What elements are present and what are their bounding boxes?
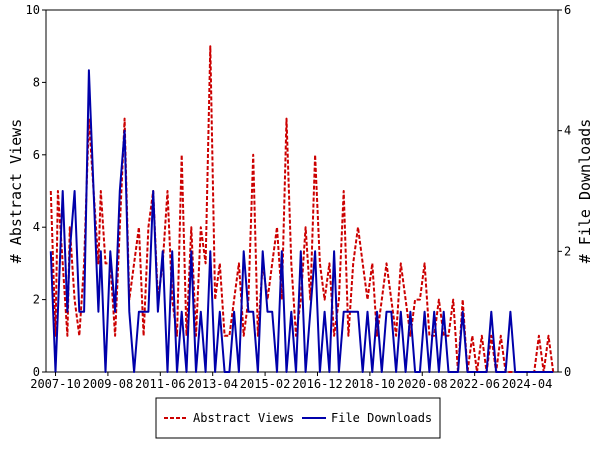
legend-box — [155, 397, 441, 439]
y-right-tick-label: 4 — [564, 124, 571, 138]
y-left-tick-label: 4 — [33, 220, 40, 234]
y-axis-left: 0 2 4 6 8 10 — [26, 3, 46, 379]
x-tick-label: 2024-04 — [502, 377, 553, 391]
x-tick-label: 2020-08 — [397, 377, 448, 391]
series-layer — [49, 45, 555, 373]
y-right-tick-label: 6 — [564, 3, 571, 17]
legend: Abstract Views File Downloads — [155, 397, 441, 439]
x-tick-label: 2018-10 — [345, 377, 396, 391]
x-axis: 2007-10 2009-08 2011-06 2013-04 2015-02 2016-… — [30, 372, 552, 391]
series-file-downloads-line — [49, 69, 554, 373]
y-axis-right: 0 2 4 6 — [558, 3, 571, 379]
x-tick-label: 2022-06 — [449, 377, 500, 391]
y-left-tick-label: 10 — [26, 3, 40, 17]
y-axis-right-label: # File Downloads — [576, 119, 594, 264]
legend-abstract-views-label: Abstract Views — [193, 411, 294, 425]
y-left-tick-label: 0 — [33, 365, 40, 379]
x-tick-label: 2016-12 — [292, 377, 343, 391]
x-tick-label: 2013-04 — [187, 377, 238, 391]
y-left-tick-label: 8 — [33, 75, 40, 89]
plot-frame — [45, 9, 559, 373]
legend-file-downloads-label: File Downloads — [331, 411, 432, 425]
y-left-tick-label: 2 — [33, 293, 40, 307]
y-axis-left-label: # Abstract Views — [7, 119, 25, 264]
y-right-tick-label: 2 — [564, 244, 571, 258]
x-tick-label: 2011-06 — [135, 377, 186, 391]
x-tick-label: 2015-02 — [240, 377, 291, 391]
y-left-tick-label: 6 — [33, 148, 40, 162]
x-tick-label: 2009-08 — [83, 377, 134, 391]
x-tick-label: 2007-10 — [30, 377, 81, 391]
y-right-tick-label: 0 — [564, 365, 571, 379]
